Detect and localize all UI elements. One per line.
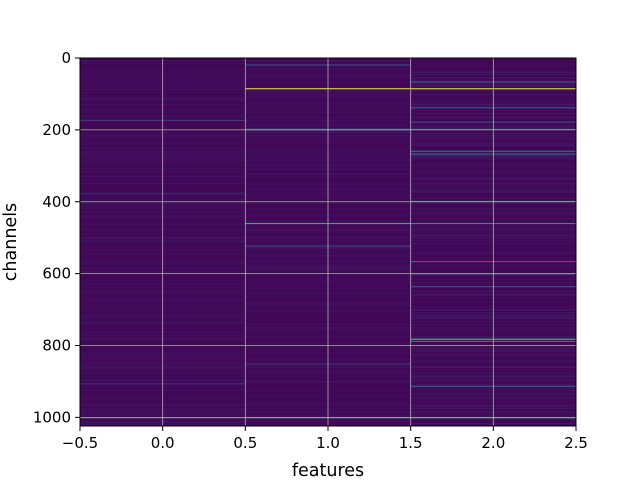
y-tick-label: 400 xyxy=(42,193,71,211)
x-tick-label: 0.5 xyxy=(233,434,257,452)
y-tick-label: 200 xyxy=(42,121,71,139)
x-tick-label: 1.5 xyxy=(399,434,423,452)
x-axis-ticks: −0.5 0.0 0.5 1.0 1.5 2.0 2.5 xyxy=(62,426,588,452)
x-tick-label: −0.5 xyxy=(62,434,98,452)
y-tick-label: 800 xyxy=(42,337,71,355)
y-tick-label: 0 xyxy=(61,49,71,67)
y-axis-ticks: 0 200 400 600 800 1000 xyxy=(33,49,80,426)
x-axis-label: features xyxy=(292,461,364,480)
y-axis-label: channels xyxy=(1,203,21,281)
x-tick-label: 2.0 xyxy=(481,434,505,452)
x-tick-label: 1.0 xyxy=(316,434,340,452)
y-tick-label: 600 xyxy=(42,265,71,283)
y-tick-label: 1000 xyxy=(33,408,71,426)
x-tick-label: 0.0 xyxy=(151,434,175,452)
x-tick-label: 2.5 xyxy=(564,434,588,452)
